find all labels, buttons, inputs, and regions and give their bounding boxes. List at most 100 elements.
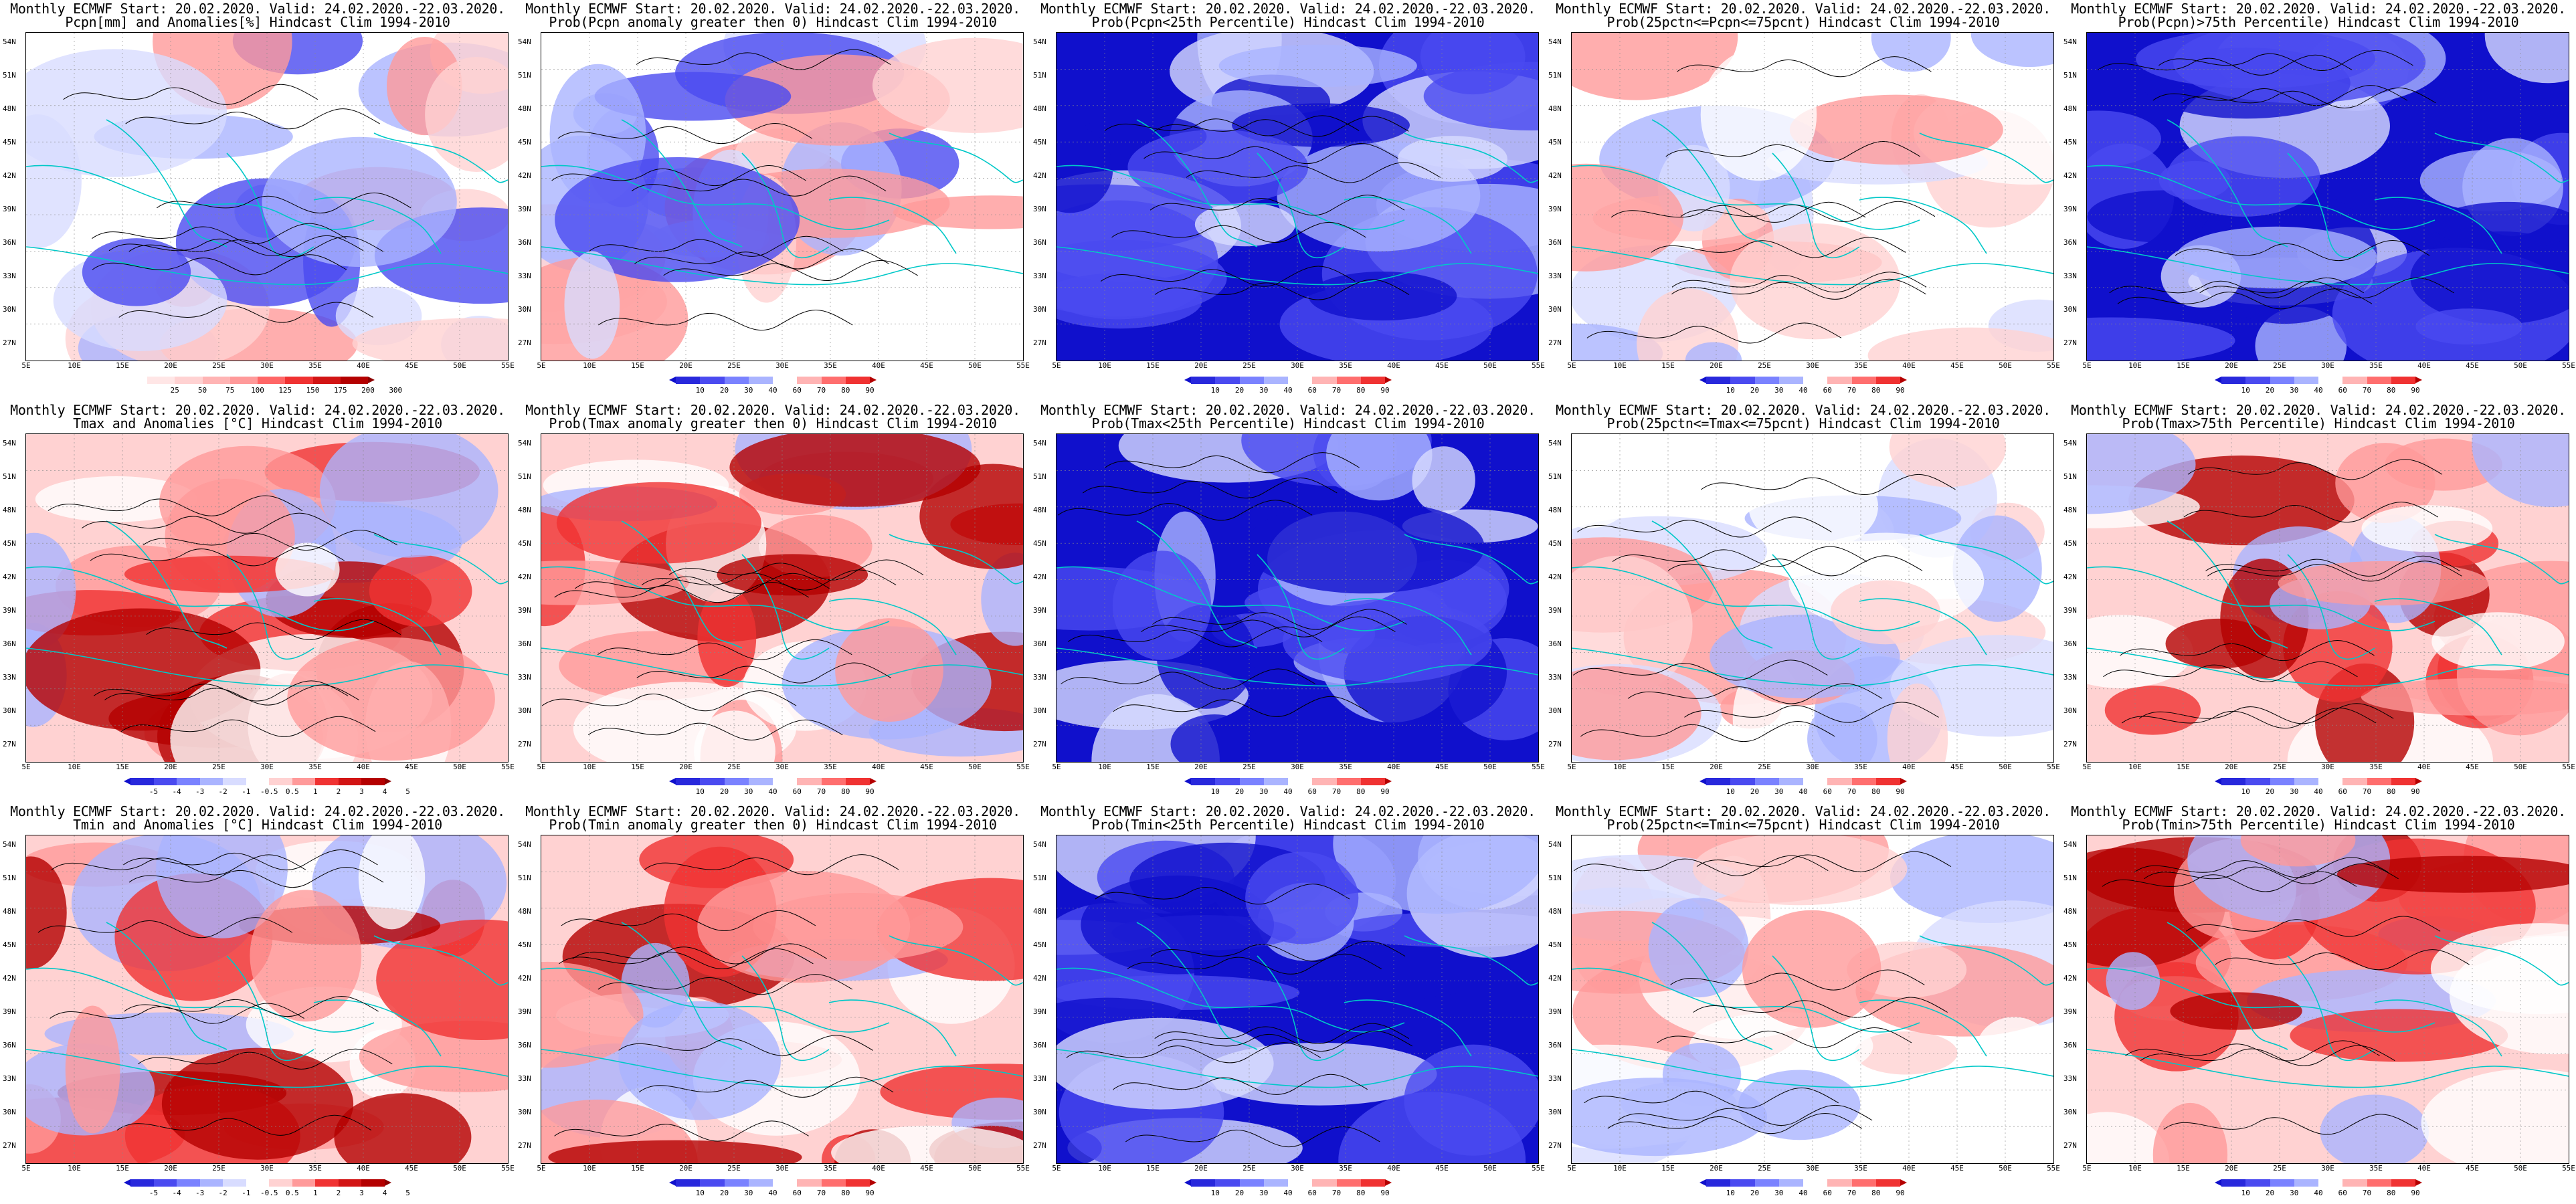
- latitude-tick-label: 36N: [2063, 1041, 2077, 1049]
- latitude-tick-label: 30N: [3, 305, 16, 314]
- coastline: [541, 246, 1023, 286]
- field-blob: [594, 72, 792, 121]
- longitude-tick-label: 40E: [2417, 1164, 2431, 1173]
- latitude-tick-label: 39N: [518, 606, 531, 615]
- coastline: [2434, 935, 2569, 986]
- longitude-tick-label: 10E: [1613, 763, 1627, 771]
- longitude-tick-label: 10E: [68, 1164, 81, 1173]
- panel-title-line1: Monthly ECMWF Start: 20.02.2020. Valid: …: [525, 803, 1020, 819]
- longitude-tick-label: 5E: [1567, 361, 1576, 370]
- longitude-tick-label: 45E: [920, 361, 933, 370]
- colorbar-segment: [1288, 1179, 1313, 1187]
- contour-line: [92, 254, 347, 276]
- longitude-tick-label: 45E: [1950, 763, 1964, 771]
- coastline: [621, 922, 743, 1050]
- field-blob: [556, 482, 762, 564]
- colorbar-max-arrow: [870, 1179, 877, 1186]
- contour-line: [1095, 884, 1350, 905]
- field-blob: [717, 554, 868, 596]
- latitude-tick-label: 45N: [3, 940, 16, 949]
- colorbar-segment: [1778, 778, 1803, 785]
- colorbar-segment: [1215, 1179, 1240, 1187]
- colorbar-tick-label: 70: [1847, 787, 1857, 796]
- field-blob: [2361, 678, 2569, 716]
- colorbar-tick-label: -4: [172, 1189, 181, 1197]
- latitude-tick-label: 48N: [1548, 907, 1562, 916]
- latitude-tick-label: 51N: [1548, 874, 1562, 882]
- latitude-tick-label: 48N: [518, 506, 531, 514]
- contour-line: [636, 49, 891, 70]
- contour-line: [2181, 87, 2436, 108]
- longitude-tick-label: 5E: [2082, 1164, 2092, 1173]
- colorbar-segment: [2318, 1179, 2343, 1187]
- longitude-tick-label: 10E: [2128, 1164, 2142, 1173]
- colorbar-segment: [676, 1179, 701, 1187]
- coastline: [1056, 246, 1538, 286]
- contour-line: [1651, 237, 1906, 258]
- field-blob: [548, 1140, 802, 1163]
- coastline: [26, 647, 508, 687]
- latitude-tick-label: 54N: [1033, 840, 1046, 849]
- field-blob: [694, 710, 775, 762]
- colorbar-segment: [1191, 778, 1216, 785]
- contour-line: [108, 235, 364, 256]
- contour-line: [157, 192, 411, 213]
- field-blob: [1112, 550, 1212, 660]
- latitude-tick-label: 39N: [1548, 205, 1562, 213]
- colorbar-tick-label: 10: [1210, 787, 1220, 796]
- colorbar-segment: [845, 377, 870, 384]
- latitude-tick-label: 30N: [2063, 1108, 2077, 1116]
- colorbar-tick-label: 40: [2314, 386, 2323, 395]
- longitude-tick-label: 25E: [212, 1164, 225, 1173]
- longitude-tick-label: 40E: [2417, 361, 2431, 370]
- contour-line: [2205, 555, 2460, 577]
- field-blob: [2087, 615, 2193, 688]
- colorbar-segment: [246, 778, 270, 785]
- contour-line: [1141, 616, 1396, 637]
- forecast-panel: Monthly ECMWF Start: 20.02.2020. Valid: …: [1030, 401, 1546, 803]
- field-blob: [1572, 163, 1684, 272]
- field-blob: [82, 238, 191, 306]
- coastline: [1404, 534, 1538, 585]
- forecast-map: [541, 433, 1024, 763]
- colorbar-tick-label: -5: [149, 787, 159, 796]
- colorbar-segment: [1191, 1179, 1216, 1187]
- forecast-map: [2086, 32, 2569, 361]
- colorbar-tick-label: 60: [792, 386, 802, 395]
- longitude-tick-label: 30E: [260, 361, 274, 370]
- longitude-tick-label: 10E: [1613, 361, 1627, 370]
- longitude-tick-label: 35E: [824, 1164, 837, 1173]
- colorbar: [669, 778, 877, 785]
- longitude-tick-label: 35E: [2369, 1164, 2383, 1173]
- colorbar-segment: [1360, 377, 1385, 384]
- field-blob: [1081, 875, 1274, 975]
- colorbar-tick-label: 20: [719, 1189, 729, 1197]
- longitude-tick-label: 50E: [1999, 1164, 2012, 1173]
- contour-line: [663, 260, 918, 281]
- latitude-tick-label: 54N: [2063, 37, 2077, 46]
- coastline: [2087, 566, 2435, 631]
- field-blob: [1127, 129, 1309, 205]
- longitude-tick-label: 15E: [2177, 1164, 2190, 1173]
- latitude-tick-label: 42N: [1548, 974, 1562, 983]
- panel-title-line1: Monthly ECMWF Start: 20.02.2020. Valid: …: [2071, 803, 2566, 819]
- panel-title-line2: Prob(Pcpn<25th Percentile) Hindcast Clim…: [1091, 14, 1485, 30]
- colorbar-tick-label: -3: [195, 787, 205, 796]
- contour-line: [120, 716, 376, 737]
- longitude-tick-label: 40E: [357, 763, 370, 771]
- map-canvas: [541, 33, 1023, 361]
- colorbar-tick-label: 90: [865, 1189, 875, 1197]
- coastline: [1344, 999, 1472, 1057]
- colorbar-tick-label: 70: [2362, 787, 2372, 796]
- contour-line: [1577, 516, 1832, 538]
- field-blob: [2087, 317, 2235, 361]
- coastline: [1056, 1049, 1538, 1088]
- longitude-tick-label: 35E: [2369, 763, 2383, 771]
- colorbar-tick-label: 30: [1259, 386, 1269, 395]
- longitude-tick-label: 15E: [1146, 763, 1160, 771]
- longitude-tick-label: 50E: [453, 1164, 466, 1173]
- latitude-tick-label: 42N: [1548, 573, 1562, 581]
- colorbar-segment: [1239, 778, 1264, 785]
- colorbar-tick-label: -1: [242, 787, 251, 796]
- coastline: [1056, 647, 1538, 687]
